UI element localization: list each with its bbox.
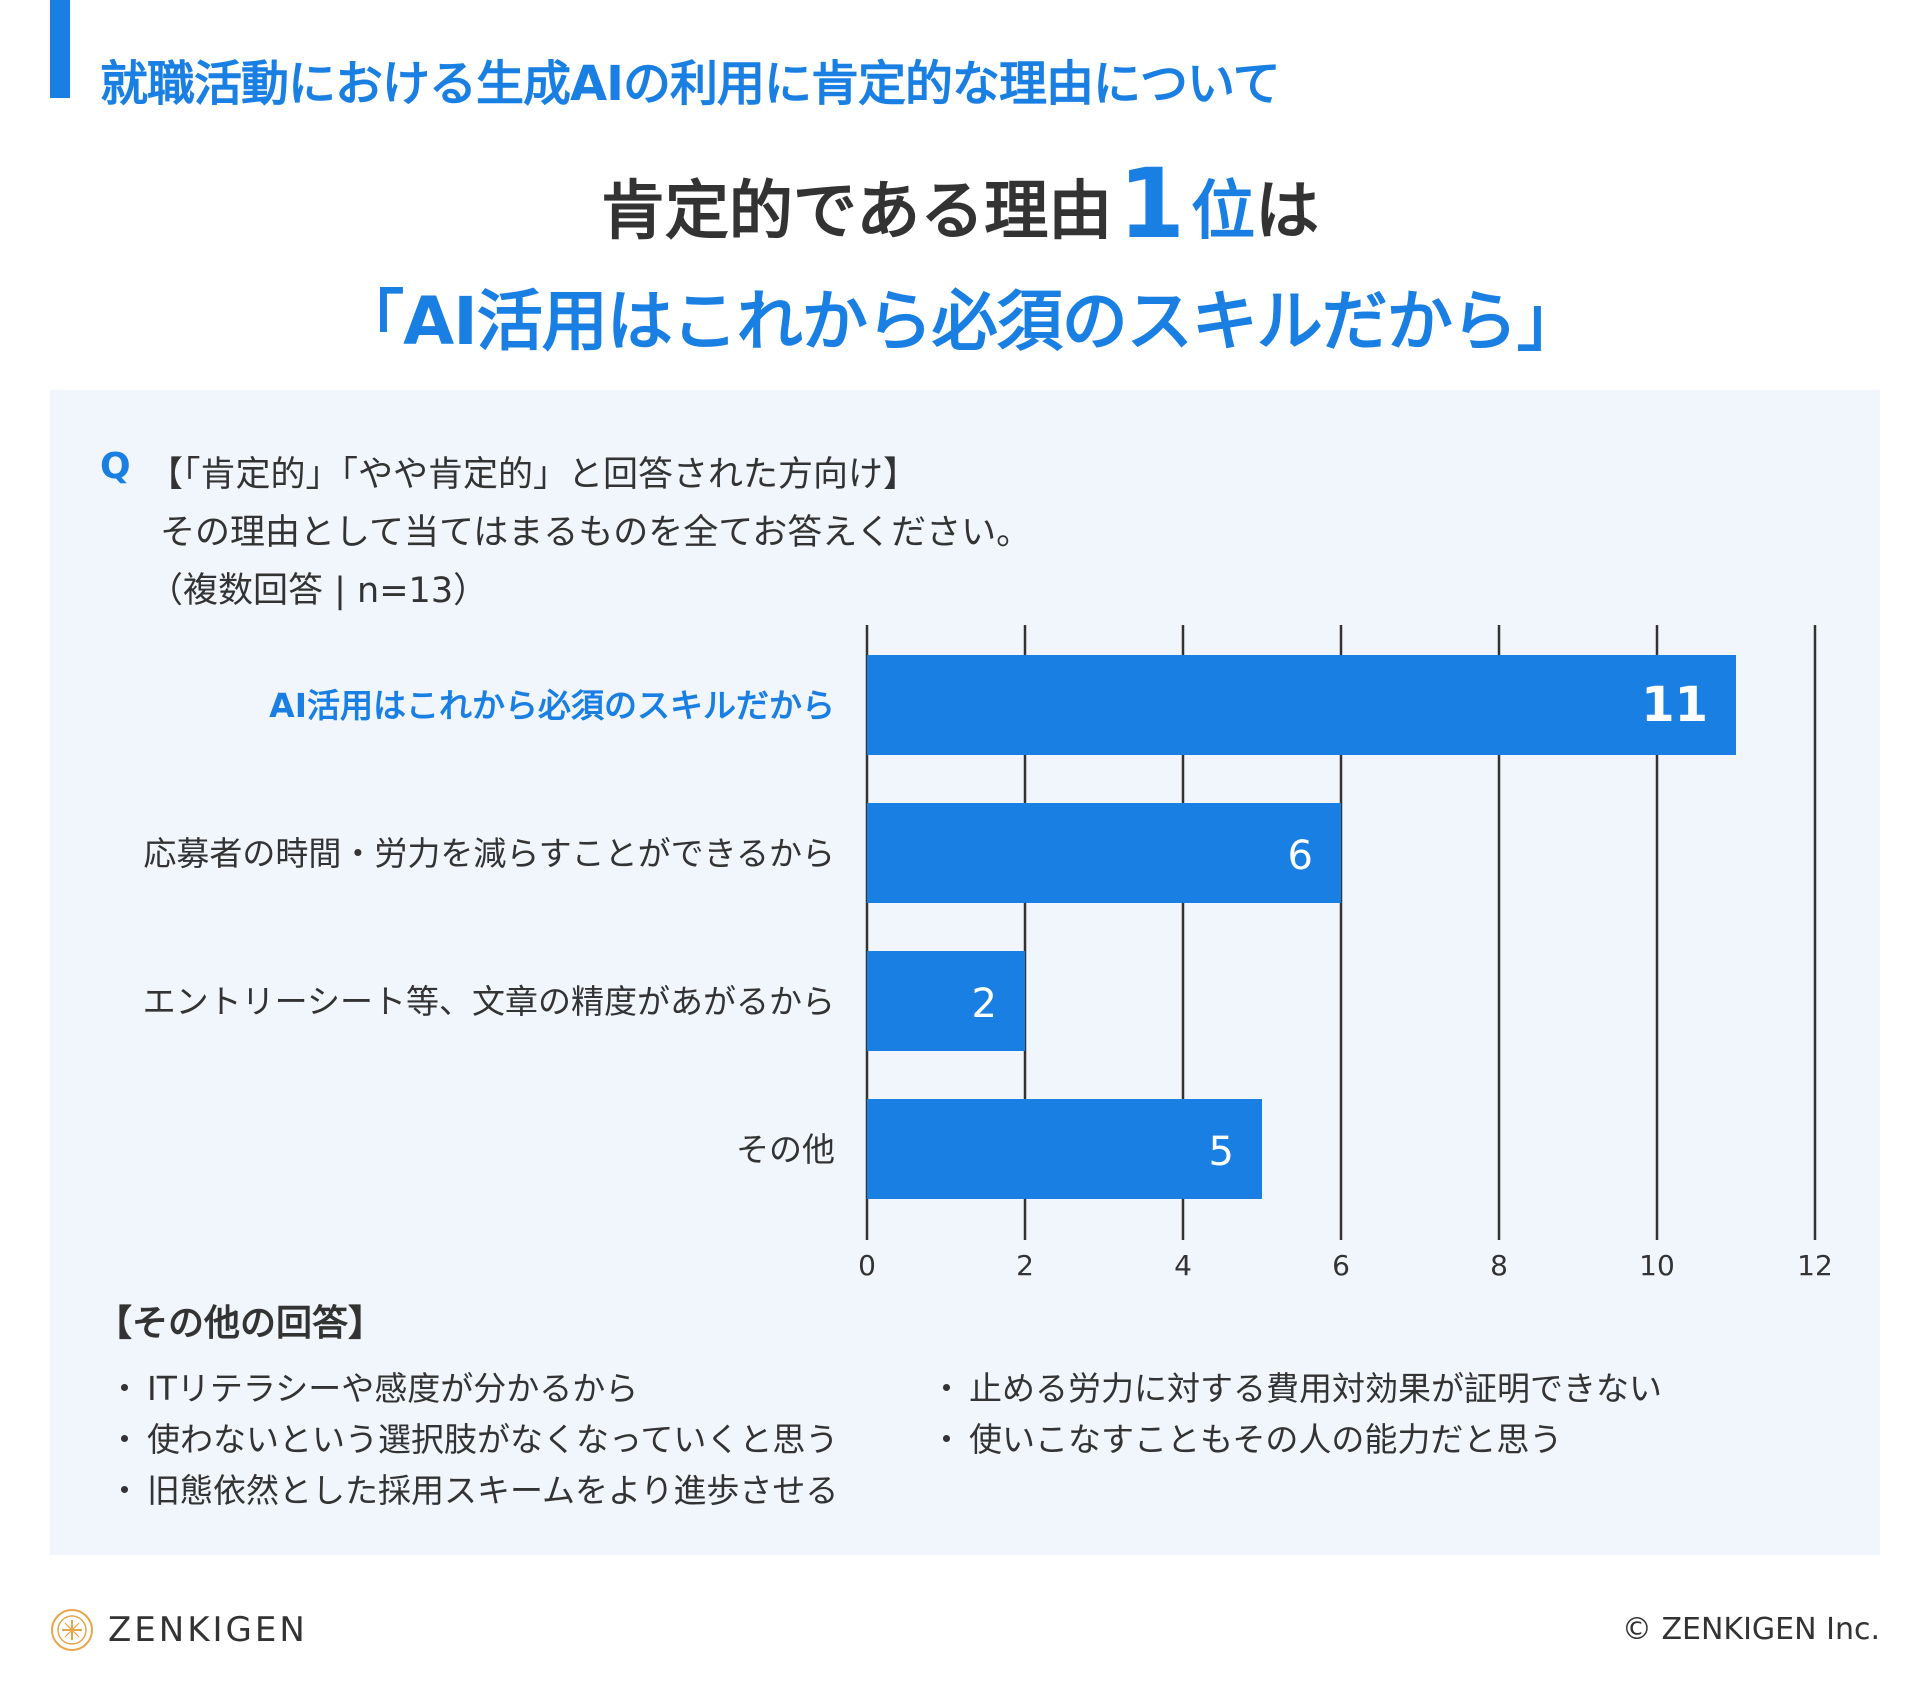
bar [867, 1099, 1262, 1199]
zenkigen-logo: ZENKIGEN [50, 1606, 308, 1654]
headline-prefix: 肯定的である理由 [600, 175, 1113, 249]
headline-rank-unit: 位 [1191, 175, 1256, 249]
question-mark: Q [100, 446, 131, 487]
x-tick-label: 10 [1639, 1249, 1675, 1282]
x-tick-label: 2 [1016, 1249, 1034, 1282]
other-answer-text: 使いこなすこともその人の能力だと思う [969, 1420, 1563, 1459]
other-answer-item: ・旧態依然とした採用スキームをより進歩させる [108, 1464, 838, 1512]
other-answer-text: 使わないという選択肢がなくなっていくと思う [147, 1420, 839, 1459]
headline-answer: 「AI活用はこれから必須のスキルだから」 [338, 283, 1583, 360]
bar [867, 951, 1025, 1051]
bar-value-label: 6 [1288, 833, 1313, 879]
logo-emblem-icon [51, 1609, 93, 1651]
section-title: 就職活動における生成AIの利用に肯定的な理由について [100, 56, 1281, 112]
bar-value-label: 5 [1209, 1129, 1234, 1175]
x-tick-label: 8 [1490, 1249, 1508, 1282]
bar [867, 655, 1736, 755]
bullet-icon: ・ [108, 1420, 141, 1459]
other-answer-item: ・使わないという選択肢がなくなっていくと思う [108, 1413, 838, 1461]
bullet-icon: ・ [108, 1369, 141, 1408]
bullet-icon: ・ [930, 1369, 963, 1408]
bar-value-label: 11 [1641, 677, 1708, 733]
question-line-3: （複数回答 | n=13） [148, 571, 489, 611]
question-line-2: その理由として当てはまるものを全てお答えください。 [160, 513, 1032, 553]
bullet-icon: ・ [930, 1420, 963, 1459]
bar-value-label: 2 [972, 981, 997, 1027]
x-tick-label: 4 [1174, 1249, 1192, 1282]
other-answers-title: 【その他の回答】 [96, 1303, 385, 1344]
bullet-icon: ・ [108, 1471, 141, 1510]
other-answer-item: ・止める労力に対する費用対効果が証明できない [930, 1362, 1662, 1410]
x-tick-label: 6 [1332, 1249, 1350, 1282]
other-answer-item: ・ ITリテラシーや感度が分かるから [108, 1362, 638, 1410]
accent-bar [50, 0, 70, 98]
x-tick-label: 0 [858, 1249, 876, 1282]
question-line-1: 【「肯定的」「やや肯定的」と回答された方向け】 [148, 455, 919, 495]
bar [867, 803, 1341, 903]
other-answer-text: 止める労力に対する費用対効果が証明できない [969, 1369, 1662, 1408]
category-label: エントリーシート等、文章の精度があがるから [143, 982, 835, 1021]
x-tick-label: 12 [1797, 1249, 1833, 1282]
copyright: © ZENKIGEN Inc. [1621, 1612, 1880, 1647]
other-answer-text: 旧態依然とした採用スキームをより進歩させる [147, 1471, 839, 1510]
other-answer-item: ・使いこなすこともその人の能力だと思う [930, 1413, 1562, 1461]
category-label: その他 [736, 1130, 835, 1169]
category-label: 応募者の時間・労力を減らすことができるから [143, 834, 835, 873]
headline: 肯定的である理由1位は [0, 148, 1920, 260]
category-label: AI活用はこれから必須のスキルだから [269, 686, 835, 725]
other-answer-text: ITリテラシーや感度が分かるから [147, 1369, 639, 1408]
headline-suffix: は [1255, 175, 1320, 249]
bar-chart: 11 AI活用はこれから必須のスキルだから 6 応募者の時間・労力を減らすことができる… [143, 625, 1833, 1282]
headline-rank: 1 [1118, 148, 1186, 260]
logo-text: ZENKIGEN [108, 1610, 308, 1650]
